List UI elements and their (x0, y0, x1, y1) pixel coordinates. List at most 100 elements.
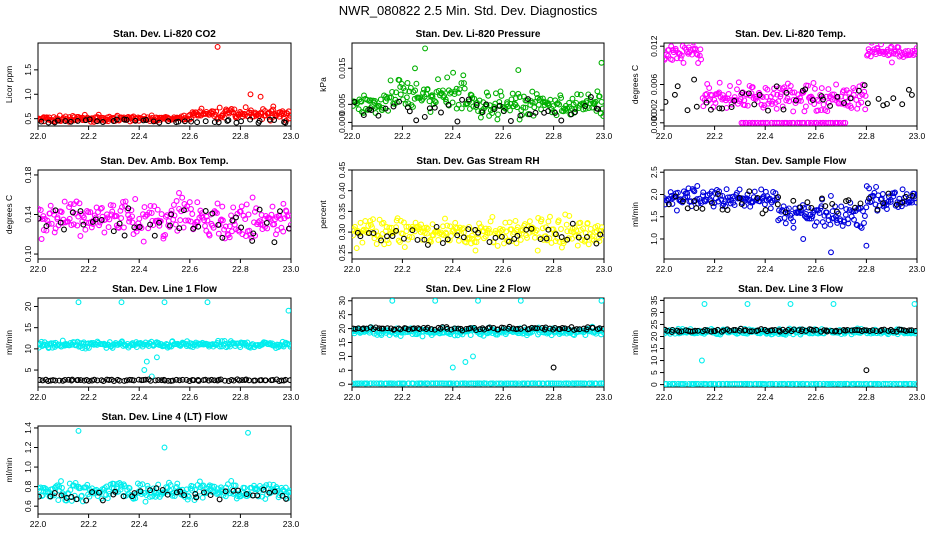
data-point (123, 116, 130, 123)
data-point (786, 380, 793, 387)
data-point (245, 211, 252, 218)
data-point (755, 327, 762, 334)
data-point (907, 380, 914, 387)
data-point (746, 328, 753, 335)
data-point (236, 377, 243, 384)
y-tick-label: 0.30 (337, 224, 347, 241)
series-primary (352, 298, 604, 387)
data-point (694, 183, 701, 189)
data-point (495, 380, 502, 387)
data-point (256, 218, 263, 225)
data-point (140, 117, 147, 124)
data-point (56, 377, 63, 384)
data-point (746, 119, 753, 126)
data-point (695, 60, 702, 66)
data-point (194, 199, 201, 206)
data-point (152, 377, 159, 384)
data-point (77, 233, 84, 239)
x-tick-label: 22.8 (545, 392, 562, 402)
data-point (787, 301, 794, 307)
data-point (532, 325, 539, 332)
data-point (79, 498, 86, 505)
series-reference (665, 188, 916, 217)
plot-frame (351, 297, 605, 388)
data-point (123, 377, 130, 384)
data-point (911, 301, 917, 307)
data-point (557, 92, 564, 99)
x-tick-label: 22.6 (495, 131, 512, 141)
data-point (221, 226, 228, 233)
data-point (477, 114, 484, 121)
data-point (459, 380, 466, 387)
data-point (795, 97, 802, 104)
data-point (860, 380, 867, 387)
data-point (860, 208, 866, 215)
data-point (804, 199, 811, 206)
data-point (106, 216, 113, 223)
data-point (840, 87, 847, 94)
data-point (70, 221, 77, 228)
data-point (270, 103, 277, 110)
data-point (142, 498, 149, 505)
data-point (467, 332, 474, 339)
panel-title: Stan. Dev. Li-820 Temp. (735, 29, 846, 40)
x-tick-label: 22.0 (656, 264, 673, 274)
data-point (397, 83, 404, 90)
data-point (843, 206, 850, 213)
data-point (255, 493, 262, 500)
data-point (151, 203, 158, 210)
data-point (229, 217, 236, 224)
data-point (150, 118, 157, 125)
data-point (247, 91, 254, 98)
data-point (682, 380, 689, 387)
data-point (247, 116, 254, 123)
data-point (65, 376, 72, 383)
data-point (731, 97, 738, 104)
data-point (569, 380, 576, 387)
data-point (838, 100, 845, 107)
data-point (913, 381, 917, 387)
x-tick-label: 22.2 (394, 392, 411, 402)
data-point (282, 119, 289, 126)
data-point (827, 192, 834, 199)
series-primary (664, 301, 917, 387)
x-tick-label: 22.0 (30, 519, 47, 529)
data-point (461, 80, 467, 87)
data-point (402, 87, 409, 94)
y-axis-label: degrees C (4, 195, 14, 234)
data-point (167, 482, 174, 489)
data-point (512, 95, 519, 102)
data-point (769, 380, 776, 387)
data-point (62, 118, 69, 125)
data-point (396, 239, 403, 245)
data-point (409, 234, 415, 241)
data-point (558, 226, 564, 232)
data-point (219, 203, 226, 210)
data-point (444, 325, 451, 332)
data-point (549, 109, 555, 116)
y-tick-label: 0.45 (337, 161, 347, 178)
data-point (528, 225, 535, 232)
data-point (256, 117, 263, 124)
data-point (194, 119, 201, 126)
data-point (564, 228, 571, 235)
data-point (494, 116, 501, 123)
x-tick-label: 22.0 (344, 392, 361, 402)
x-tick-label: 23.0 (596, 392, 613, 402)
data-point (413, 80, 420, 87)
data-point (884, 380, 891, 387)
data-point (861, 327, 868, 334)
data-point (357, 233, 364, 240)
chart-panel: Stan. Dev. Amb. Box Temp. 22.0 22.2 22.4 22.… (4, 156, 300, 274)
y-tick-label: 1.5 (649, 211, 659, 223)
y-tick-label: 0.14 (23, 206, 33, 223)
data-point (52, 377, 59, 384)
data-point (799, 326, 806, 333)
data-point (429, 93, 436, 100)
x-tick-label: 22.0 (656, 131, 673, 141)
data-point (692, 380, 699, 387)
data-point (462, 359, 469, 365)
data-point (841, 380, 848, 387)
data-point (905, 86, 912, 93)
data-point (666, 380, 673, 387)
